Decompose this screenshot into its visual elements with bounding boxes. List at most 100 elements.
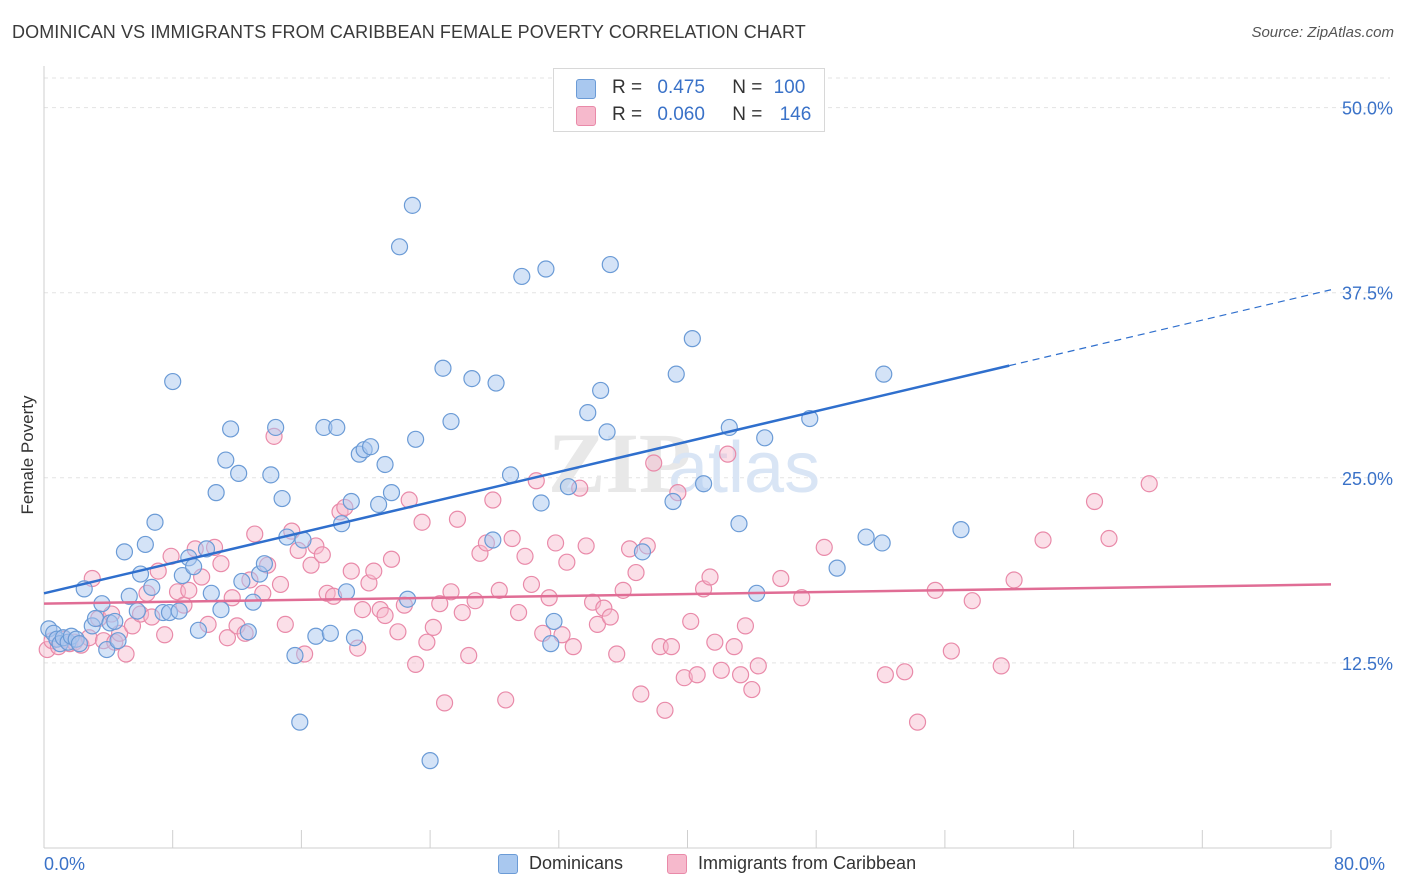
dominican-point xyxy=(143,578,161,596)
dominican-points xyxy=(40,196,970,770)
caribbean-point xyxy=(793,589,811,607)
legend-r-label: R = xyxy=(612,77,643,98)
dominican-point xyxy=(230,464,248,482)
dominican-point xyxy=(262,466,280,484)
dominican-point xyxy=(756,429,774,447)
caribbean-point xyxy=(577,537,595,555)
y-tick-label: 50.0% xyxy=(1342,99,1393,119)
caribbean-point xyxy=(627,563,645,582)
caribbean-point xyxy=(815,538,833,557)
dominican-point xyxy=(207,484,225,502)
dominican-point xyxy=(532,494,550,512)
bottom-legend-swatch-blue xyxy=(498,854,518,874)
dominican-point xyxy=(730,515,748,533)
dominican-point xyxy=(233,572,251,591)
caribbean-point xyxy=(418,633,436,651)
dominican-point xyxy=(664,492,682,511)
caribbean-point xyxy=(662,638,681,656)
legend-r-label: R = xyxy=(612,104,643,125)
x-axis-max-label: 80.0% xyxy=(1334,854,1386,874)
dominican-point xyxy=(407,430,425,448)
dominican-point xyxy=(136,535,154,554)
dominican-point xyxy=(545,612,563,631)
dominican-point xyxy=(273,489,291,508)
caribbean-point xyxy=(490,581,508,599)
caribbean-point xyxy=(546,534,565,552)
caribbean-point xyxy=(271,575,290,594)
caribbean-point xyxy=(246,525,264,543)
caribbean-point xyxy=(353,600,372,619)
y-tick-labels: 12.5% 25.0% 37.5% 50.0% xyxy=(1342,99,1393,674)
caribbean-point xyxy=(632,685,650,703)
legend-n-label: N = xyxy=(732,77,763,98)
caribbean-point xyxy=(389,623,407,641)
legend-n-value: 146 xyxy=(779,104,812,125)
dominican-point xyxy=(239,623,257,641)
caribbean-point xyxy=(471,544,489,562)
legend-swatch-blue xyxy=(576,79,596,99)
caribbean-point xyxy=(540,589,558,607)
dominican-point xyxy=(442,412,460,431)
trend-lines xyxy=(43,289,1332,605)
dominican-point xyxy=(434,359,452,377)
caribbean-point xyxy=(608,645,626,663)
dominican-point xyxy=(592,381,610,400)
caribbean-point xyxy=(896,663,914,681)
dominican-point xyxy=(185,558,203,576)
caribbean-point xyxy=(431,595,449,613)
dominican-point xyxy=(370,495,388,514)
dominican-point xyxy=(345,629,364,647)
caribbean-point xyxy=(1005,571,1023,589)
y-tick-label: 37.5% xyxy=(1342,284,1393,304)
dominican-point xyxy=(146,513,164,531)
dominican-point xyxy=(212,600,230,619)
caribbean-point xyxy=(876,666,894,684)
caribbean-point xyxy=(424,618,442,636)
stats-legend: R = 0.475 N = 100 R = 0.060 N = 146 xyxy=(553,68,825,132)
caribbean-point xyxy=(725,638,743,656)
legend-r-value: 0.475 xyxy=(657,77,705,98)
dominican-point xyxy=(403,196,422,214)
dominican-point xyxy=(537,260,555,278)
dominican-point xyxy=(189,621,208,639)
bottom-legend-label: Immigrants from Caribbean xyxy=(698,853,917,873)
caribbean-point xyxy=(435,694,454,712)
dominican-point xyxy=(875,365,893,383)
source-note: Source: ZipAtlas.com xyxy=(1251,24,1394,41)
dominican-point xyxy=(328,418,346,437)
caribbean-point xyxy=(656,701,674,719)
caribbean-point xyxy=(688,666,706,684)
caribbean-point xyxy=(595,599,613,617)
caribbean-point xyxy=(908,713,927,731)
dominican-point xyxy=(484,531,502,549)
caribbean-point xyxy=(749,657,767,675)
caribbean-point xyxy=(117,645,135,663)
caribbean-point xyxy=(942,642,960,660)
dominican-point xyxy=(952,521,970,539)
dominican-point xyxy=(667,365,685,383)
caribbean-point xyxy=(736,617,755,635)
dominican-point xyxy=(70,635,88,653)
caribbean-point xyxy=(442,583,460,601)
caribbean-point xyxy=(772,569,790,588)
dominican-point xyxy=(601,255,619,274)
bottom-legend-swatch-pink xyxy=(667,854,687,874)
caribbean-point xyxy=(588,615,607,634)
axes xyxy=(43,66,1332,849)
caribbean-point xyxy=(516,547,534,565)
caribbean-point xyxy=(376,606,394,625)
caribbean-point xyxy=(645,454,663,472)
caribbean-point xyxy=(564,638,582,656)
dominican-point xyxy=(633,543,652,561)
dominican-point xyxy=(382,484,401,502)
caribbean-point xyxy=(460,646,478,665)
dominican-point xyxy=(286,646,304,665)
dominican-point xyxy=(202,584,220,602)
dominican-point xyxy=(106,612,124,631)
dominican-point xyxy=(513,267,531,286)
caribbean-point xyxy=(407,655,425,673)
dominican-point xyxy=(376,455,394,474)
dominican-point xyxy=(98,640,116,659)
caribbean-point xyxy=(1140,475,1158,493)
dominican-point xyxy=(828,559,846,577)
